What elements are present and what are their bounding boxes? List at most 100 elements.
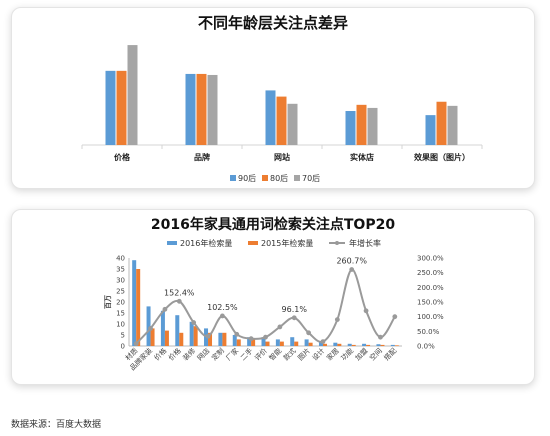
chart-title: 不同年龄层关注点差异 <box>198 14 348 32</box>
category-label: 家居 <box>324 346 340 362</box>
age-chart-card: 不同年龄层关注点差异 价格 品牌 网站 实体店 效果图（图片） 90后 80后 70后 <box>11 7 535 189</box>
bar-2015-2 <box>164 330 169 346</box>
growth-point-9 <box>263 334 268 340</box>
growth-point-13 <box>320 339 326 344</box>
legend-label: 80后 <box>270 173 288 183</box>
top20-chart-card: 2016年家具通用词检索关注点TOP20 0 5 10 15 20 25 30 35 40 百万 0.… <box>11 209 535 385</box>
growth-point-15 <box>349 267 355 272</box>
legend-label: 2016年检索量 <box>180 238 232 248</box>
bar-2016-7 <box>232 335 237 346</box>
y-tick-right: 200.0% <box>417 284 444 292</box>
legend-swatch-1 <box>262 175 268 181</box>
bar-90后-2 <box>265 90 276 145</box>
bar-80后-0 <box>116 70 127 145</box>
bar-2015-15 <box>351 344 356 346</box>
category-label: 价格 <box>152 346 168 362</box>
bar-70后-4 <box>447 105 458 145</box>
bar-2016-8 <box>247 337 252 346</box>
bar-2015-8 <box>251 339 256 346</box>
growth-point-12 <box>306 330 312 336</box>
bar-80后-4 <box>436 101 447 145</box>
bar-2015-3 <box>179 332 184 346</box>
growth-point-16 <box>363 308 369 314</box>
bar-2016-16 <box>362 343 367 346</box>
bar-2016-0 <box>132 260 137 346</box>
bar-2015-5 <box>208 332 213 346</box>
bar-2015-14 <box>337 343 342 346</box>
category-label: 效果图（图片） <box>414 152 470 162</box>
category-label: 搭配 <box>382 346 398 362</box>
bar-2015-1 <box>150 328 155 346</box>
growth-annotation: 96.1% <box>282 305 308 314</box>
bar-2015-13 <box>322 343 327 346</box>
category-label: 价格 <box>166 346 182 362</box>
bar-80后-3 <box>356 104 367 145</box>
bar-70后-3 <box>367 107 378 145</box>
category-label: 二手 <box>238 346 254 362</box>
y-tick-right: 300.0% <box>417 255 444 263</box>
category-label: 空间 <box>368 346 384 362</box>
legend-swatch-0 <box>230 175 236 181</box>
growth-point-14 <box>334 317 340 322</box>
top20-chart: 2016年家具通用词检索关注点TOP20 0 5 10 15 20 25 30 35 40 百万 0.… <box>104 216 444 372</box>
legend-swatch-2015 <box>248 241 258 245</box>
legend-label: 70后 <box>302 173 320 183</box>
bar-2015-7 <box>236 339 241 346</box>
bar-2016-2 <box>160 310 165 346</box>
y-tick-left: 20 <box>116 299 125 307</box>
growth-point-3 <box>176 298 182 304</box>
y-tick-left: 15 <box>116 310 125 318</box>
growth-point-11 <box>291 315 297 321</box>
category-label: 实体店 <box>350 152 374 162</box>
bar-2016-11 <box>290 337 295 346</box>
growth-point-8 <box>248 336 254 342</box>
bar-2015-11 <box>294 341 299 346</box>
bar-2016-14 <box>333 342 338 346</box>
growth-point-7 <box>234 331 240 337</box>
legend-label: 2015年检索量 <box>261 238 313 248</box>
category-label: 评价 <box>253 347 269 363</box>
growth-annotation: 152.4% <box>164 288 195 297</box>
bar-70后-1 <box>207 74 218 145</box>
bar-2016-9 <box>261 337 266 346</box>
y-tick-left: 0 <box>121 343 125 351</box>
bar-2015-10 <box>279 341 284 346</box>
bar-90后-0 <box>105 70 116 145</box>
bar-2016-1 <box>146 306 151 346</box>
bar-80后-1 <box>196 73 207 145</box>
bar-2015-0 <box>136 269 141 346</box>
bar-2015-16 <box>366 344 371 346</box>
bar-80后-2 <box>276 96 287 145</box>
category-label: 价格 <box>114 152 131 162</box>
growth-point-18 <box>392 314 398 320</box>
y-tick-right: 0.0% <box>417 343 435 351</box>
data-source-note: 数据来源：百度大数据 <box>11 420 102 430</box>
bar-2016-18 <box>390 344 395 346</box>
growth-point-1 <box>148 326 153 331</box>
category-label: 加盟 <box>353 346 369 362</box>
y-tick-left: 40 <box>116 255 125 263</box>
growth-point-6 <box>219 313 225 319</box>
category-label: 功能 <box>339 346 355 362</box>
growth-line <box>135 268 396 345</box>
chart-title: 2016年家具通用词检索关注点TOP20 <box>151 216 395 233</box>
bar-2016-15 <box>347 343 352 346</box>
bar-2016-4 <box>189 321 194 346</box>
bar-2016-10 <box>275 339 280 346</box>
y-tick-left: 5 <box>121 332 125 340</box>
growth-point-10 <box>277 324 283 330</box>
bar-2015-17 <box>380 344 385 346</box>
bar-2016-12 <box>304 339 309 346</box>
legend-label: 90后 <box>238 173 256 183</box>
bar-2015-6 <box>222 332 227 346</box>
bar-70后-0 <box>127 45 138 146</box>
growth-annotation: 260.7% <box>336 257 367 266</box>
legend-label: 年增长率 <box>349 238 381 248</box>
legend-swatch-2016 <box>167 241 177 245</box>
category-label: 款式 <box>281 346 297 362</box>
growth-annotation: 102.5% <box>207 303 238 312</box>
bar-2016-3 <box>175 315 180 346</box>
growth-point-17 <box>378 334 383 340</box>
category-label: 设计 <box>310 346 326 362</box>
